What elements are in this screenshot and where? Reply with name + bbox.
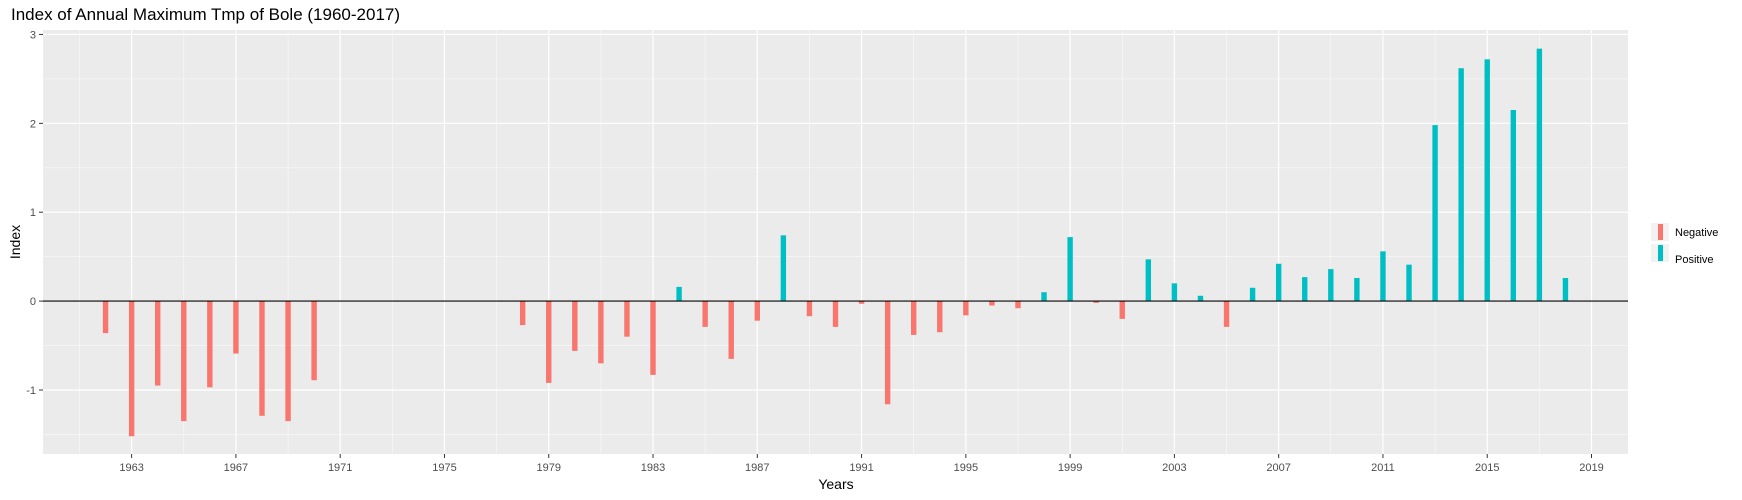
y-axis-title: Index bbox=[7, 225, 23, 259]
x-tick-label: 2011 bbox=[1371, 462, 1395, 474]
x-tick-label: 1975 bbox=[432, 462, 456, 474]
chart-title: Index of Annual Maximum Tmp of Bole (196… bbox=[11, 5, 400, 24]
bar-negative bbox=[937, 301, 943, 333]
bar-positive bbox=[1302, 277, 1308, 302]
x-axis-ticks: 1963 1967 1971 1975 1979 1983 1987 1991 1995 1999… bbox=[119, 454, 1604, 474]
bar-negative bbox=[702, 301, 708, 327]
y-tick-label: -1 bbox=[26, 385, 36, 397]
bar-negative bbox=[911, 301, 917, 335]
x-tick-label: 1979 bbox=[536, 462, 560, 474]
bar-negative bbox=[989, 301, 995, 306]
bar-negative bbox=[754, 301, 760, 321]
bar-positive bbox=[1432, 125, 1438, 302]
y-tick-label: 1 bbox=[30, 207, 36, 219]
bar-negative bbox=[233, 301, 239, 354]
bar-negative bbox=[1015, 301, 1021, 309]
bar-negative bbox=[207, 301, 213, 388]
legend-swatch-negative bbox=[1658, 224, 1663, 240]
y-tick-label: 3 bbox=[30, 29, 36, 41]
x-tick-label: 2007 bbox=[1266, 462, 1290, 474]
x-tick-label: 1995 bbox=[954, 462, 978, 474]
legend-swatch-positive bbox=[1658, 245, 1663, 261]
bar-negative bbox=[806, 301, 813, 317]
bar-positive bbox=[780, 235, 787, 302]
bar-positive bbox=[1197, 295, 1204, 302]
bar-negative bbox=[128, 301, 135, 437]
bar-positive bbox=[1380, 251, 1386, 302]
bar-positive bbox=[1328, 269, 1334, 302]
legend: Negative Positive bbox=[1651, 223, 1718, 266]
x-tick-label: 1963 bbox=[119, 462, 143, 474]
bars bbox=[102, 48, 1569, 437]
bar-positive bbox=[1067, 237, 1073, 302]
y-tick-label: 2 bbox=[30, 118, 36, 130]
x-tick-label: 1999 bbox=[1058, 462, 1082, 474]
x-tick-label: 2015 bbox=[1475, 462, 1499, 474]
bar-positive bbox=[1510, 110, 1516, 302]
bar-negative bbox=[285, 301, 291, 422]
x-tick-label: 2019 bbox=[1579, 462, 1603, 474]
bar-negative bbox=[598, 301, 604, 364]
bar-negative bbox=[1119, 301, 1125, 319]
bar-positive bbox=[1275, 263, 1282, 302]
legend-label-positive: Positive bbox=[1675, 254, 1714, 266]
x-tick-label: 1991 bbox=[849, 462, 873, 474]
bar-positive bbox=[676, 286, 682, 302]
x-axis-title: Years bbox=[818, 476, 853, 492]
bar-negative bbox=[546, 301, 552, 383]
x-tick-label: 1967 bbox=[224, 462, 248, 474]
bar-negative bbox=[858, 301, 865, 304]
bar-negative bbox=[728, 301, 734, 359]
bar-negative bbox=[624, 301, 630, 337]
bar-negative bbox=[181, 301, 187, 422]
bar-positive bbox=[1562, 278, 1569, 302]
bar-positive bbox=[1406, 264, 1412, 302]
y-tick-label: 0 bbox=[30, 296, 36, 308]
x-tick-label: 2003 bbox=[1162, 462, 1186, 474]
bar-positive bbox=[1484, 59, 1490, 302]
x-tick-label: 1987 bbox=[745, 462, 769, 474]
bar-negative bbox=[963, 301, 969, 316]
bar-positive bbox=[1249, 287, 1256, 302]
bar-negative bbox=[102, 301, 109, 334]
legend-label-negative: Negative bbox=[1675, 227, 1718, 239]
plot-panel bbox=[43, 30, 1628, 454]
bar-negative bbox=[832, 301, 839, 327]
bar-negative bbox=[259, 301, 265, 416]
bar-negative bbox=[884, 301, 891, 405]
y-axis-ticks: -1 0 1 2 3 bbox=[26, 29, 43, 397]
bar-negative bbox=[1223, 301, 1230, 327]
bar-positive bbox=[1354, 278, 1360, 302]
bar-negative bbox=[519, 301, 526, 326]
bar-positive bbox=[1171, 283, 1178, 302]
bar-positive bbox=[1536, 48, 1543, 302]
bar-negative bbox=[311, 301, 317, 381]
x-tick-label: 1983 bbox=[641, 462, 665, 474]
x-tick-label: 1971 bbox=[328, 462, 352, 474]
bar-negative bbox=[155, 301, 161, 386]
bar-negative bbox=[1093, 301, 1099, 303]
bar-negative bbox=[572, 301, 578, 351]
bar-positive bbox=[1145, 259, 1152, 302]
bar-positive bbox=[1458, 68, 1464, 302]
bar-negative bbox=[650, 301, 656, 375]
bar-positive bbox=[1041, 292, 1047, 302]
